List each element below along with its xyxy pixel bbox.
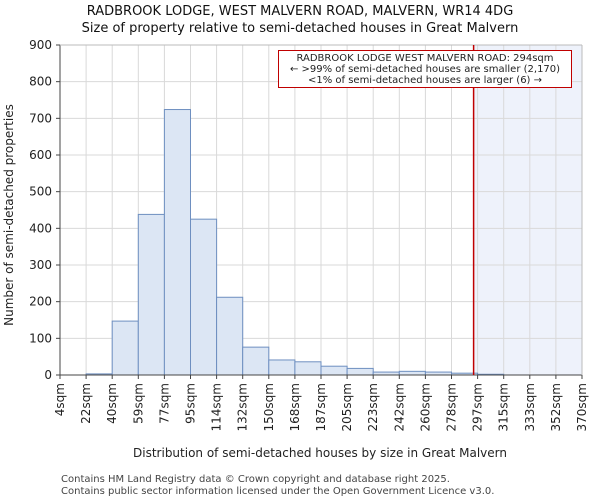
y-tick-label: 100: [29, 331, 52, 345]
annotation-line-larger: <1% of semi-detached houses are larger (…: [307, 75, 543, 86]
x-tick-label: 223sqm: [366, 383, 380, 431]
x-tick-label: 95sqm: [184, 383, 198, 424]
y-axis-label: Number of semi-detached properties: [2, 104, 16, 326]
x-tick-label: 315sqm: [497, 383, 511, 431]
histogram-bar-150sqm: [268, 359, 296, 376]
y-tick-label: 900: [29, 38, 52, 52]
histogram-bar-114sqm: [216, 296, 244, 376]
x-tick-label: 352sqm: [549, 383, 563, 431]
y-tick-label: 400: [29, 221, 52, 235]
y-tick-label: 600: [29, 148, 52, 162]
annotation-line-property: RADBROOK LODGE WEST MALVERN ROAD: 294sqm: [296, 53, 554, 64]
histogram-bar-59sqm: [137, 213, 165, 376]
chart-title: RADBROOK LODGE, WEST MALVERN ROAD, MALVE…: [86, 4, 514, 19]
x-tick-label: 59sqm: [131, 383, 145, 424]
y-tick-label: 300: [29, 258, 52, 272]
x-tick-label: 168sqm: [288, 383, 302, 431]
histogram-bar-187sqm: [320, 365, 348, 376]
x-tick-label: 77sqm: [157, 383, 171, 424]
x-tick-label: 297sqm: [471, 383, 485, 431]
x-tick-label: 22sqm: [79, 383, 93, 424]
footer-licence: Contains public sector information licen…: [61, 486, 495, 497]
x-tick-label: 114sqm: [210, 383, 224, 431]
histogram-bar-95sqm: [190, 218, 218, 376]
histogram-bar-132sqm: [242, 346, 270, 376]
histogram-bar-205sqm: [346, 367, 374, 376]
annotation-line-smaller: ← >99% of semi-detached houses are small…: [289, 64, 561, 75]
y-tick-label: 0: [44, 368, 52, 382]
x-tick-label: 187sqm: [314, 383, 328, 431]
footer-copyright: Contains HM Land Registry data © Crown c…: [61, 474, 450, 485]
x-tick-label: 370sqm: [575, 383, 589, 431]
chart-subtitle: Size of property relative to semi-detach…: [81, 21, 519, 36]
x-axis-label: Distribution of semi-detached houses by …: [133, 446, 507, 460]
y-tick-label: 500: [29, 185, 52, 199]
x-tick-label: 205sqm: [340, 383, 354, 431]
larger-region-highlight: [473, 45, 582, 375]
y-tick-label: 700: [29, 111, 52, 125]
histogram-bar-77sqm: [163, 109, 191, 376]
x-tick-label: 242sqm: [392, 383, 406, 431]
x-tick-label: 333sqm: [523, 383, 537, 431]
x-tick-label: 132sqm: [236, 383, 250, 431]
histogram-bar-168sqm: [294, 361, 322, 376]
y-tick-label: 800: [29, 75, 52, 89]
x-tick-label: 150sqm: [262, 383, 276, 431]
histogram-bar-40sqm: [111, 320, 139, 376]
x-tick-label: 278sqm: [445, 383, 459, 431]
y-tick-label: 200: [29, 295, 52, 309]
x-tick-label: 4sqm: [53, 383, 67, 416]
histogram-bar-242sqm: [398, 370, 426, 376]
x-tick-label: 40sqm: [105, 383, 119, 424]
property-annotation-box: RADBROOK LODGE WEST MALVERN ROAD: 294sqm…: [278, 50, 572, 88]
x-tick-label: 260sqm: [418, 383, 432, 431]
